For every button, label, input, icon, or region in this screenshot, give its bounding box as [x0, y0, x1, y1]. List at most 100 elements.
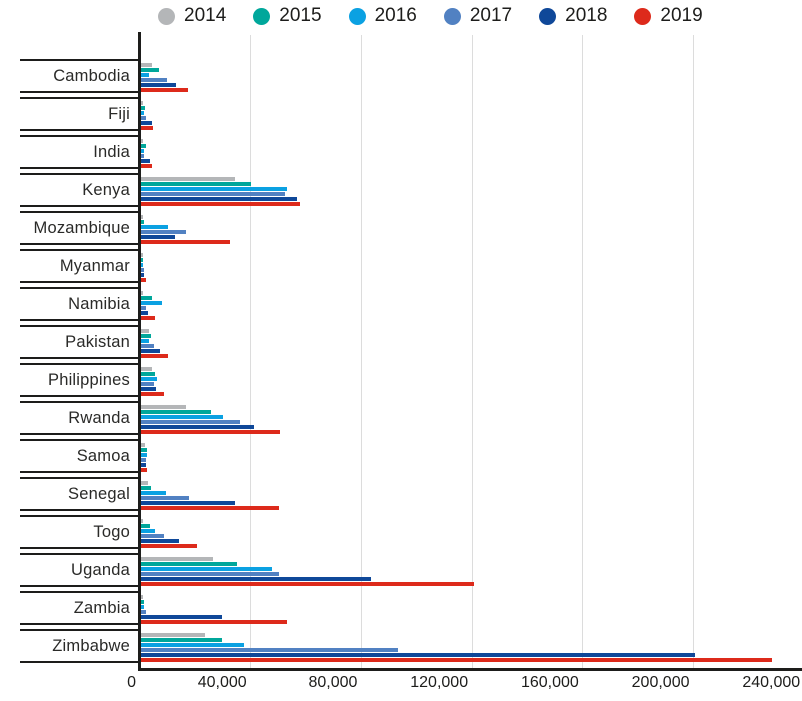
- category-row-senegal: Senegal: [0, 477, 802, 515]
- bar-2015-india: [141, 144, 146, 148]
- bar-2017-india: [141, 154, 145, 158]
- bar-2017-senegal: [141, 496, 190, 500]
- bar-2018-fiji: [141, 121, 152, 125]
- legend-dot-2016: [348, 7, 366, 25]
- category-label-cell: Fiji: [0, 97, 141, 135]
- category-row-uganda: Uganda: [0, 553, 802, 591]
- category-label-cell: Kenya: [0, 173, 141, 211]
- bar-2019-samoa: [141, 468, 147, 472]
- category-row-cambodia: Cambodia: [0, 59, 802, 97]
- bar-2018-togo: [141, 539, 180, 543]
- legend-dot-2017: [443, 7, 461, 25]
- bar-2017-zimbabwe: [141, 648, 398, 652]
- x-tick-label-80000: 80,000: [308, 674, 358, 691]
- bar-2015-myanmar: [141, 258, 143, 262]
- bar-group-fiji: [141, 97, 802, 135]
- bar-group-pakistan: [141, 325, 802, 363]
- bar-2015-kenya: [141, 182, 251, 186]
- bar-2014-kenya: [141, 177, 236, 181]
- category-row-fiji: Fiji: [0, 97, 802, 135]
- gridline-40000: [250, 35, 252, 668]
- bar-2018-myanmar: [141, 273, 145, 277]
- legend-item-2015: 2015: [253, 5, 322, 27]
- category-label-cell: Senegal: [0, 477, 141, 515]
- bar-chart: Cambodia Fiji India Kenya Mozambique Myanmar N…: [0, 32, 802, 701]
- legend-label-2015: 2015: [279, 5, 322, 26]
- bar-2016-senegal: [141, 491, 167, 495]
- bar-2016-samoa: [141, 453, 148, 457]
- x-tick-label-200000: 200,000: [631, 674, 690, 691]
- x-axis-line: [138, 668, 802, 671]
- category-label-fiji: Fiji: [20, 97, 141, 131]
- bar-2017-zambia: [141, 610, 146, 614]
- bar-2018-uganda: [141, 577, 372, 581]
- bar-2016-india: [141, 149, 145, 153]
- bar-2018-zambia: [141, 615, 223, 619]
- bar-2015-togo: [141, 524, 151, 528]
- x-axis-tick-labels: 0 40,000 80,000 120,000 160,000 200,000 240,00…: [0, 674, 802, 698]
- bar-group-philippines: [141, 363, 802, 401]
- bar-2016-pakistan: [141, 339, 149, 343]
- category-label-cell: Zimbabwe: [0, 629, 141, 667]
- category-label-samoa: Samoa: [20, 439, 141, 473]
- bar-2017-pakistan: [141, 344, 155, 348]
- bar-2018-mozambique: [141, 235, 176, 239]
- legend-label-2017: 2017: [469, 5, 513, 26]
- category-label-uganda: Uganda: [20, 553, 141, 587]
- bar-2016-philippines: [141, 377, 157, 381]
- bar-2018-cambodia: [141, 83, 177, 87]
- bar-2015-mozambique: [141, 220, 145, 224]
- bar-2017-mozambique: [141, 230, 187, 234]
- bar-2019-cambodia: [141, 88, 189, 92]
- bar-2018-samoa: [141, 463, 146, 467]
- category-row-mozambique: Mozambique: [0, 211, 802, 249]
- bar-2019-kenya: [141, 202, 300, 206]
- bar-group-togo: [141, 515, 802, 553]
- bar-group-zimbabwe: [141, 629, 802, 667]
- legend-item-2019: 2019: [634, 5, 703, 27]
- bar-2014-india: [141, 139, 143, 143]
- category-label-togo: Togo: [20, 515, 141, 549]
- category-row-zambia: Zambia: [0, 591, 802, 629]
- bar-2016-namibia: [141, 301, 163, 305]
- bar-2016-zambia: [141, 605, 145, 609]
- bar-2018-namibia: [141, 311, 149, 315]
- legend-dot-2014: [158, 7, 175, 25]
- bar-2017-cambodia: [141, 78, 168, 82]
- bar-2019-mozambique: [141, 240, 230, 244]
- legend-item-2016: 2016: [348, 5, 417, 27]
- bar-2017-togo: [141, 534, 165, 538]
- x-tick-label-0: 0: [127, 674, 136, 691]
- bar-2015-philippines: [141, 372, 156, 376]
- legend-label-2016: 2016: [374, 5, 417, 26]
- category-label-pakistan: Pakistan: [20, 325, 141, 359]
- legend-item-2014: 2014: [158, 5, 226, 27]
- category-label-mozambique: Mozambique: [20, 211, 141, 245]
- category-label-senegal: Senegal: [20, 477, 141, 511]
- bar-2018-senegal: [141, 501, 235, 505]
- category-label-cell: Cambodia: [0, 59, 141, 97]
- bar-2017-rwanda: [141, 420, 240, 424]
- bar-2016-uganda: [141, 567, 273, 571]
- bar-2018-india: [141, 159, 150, 163]
- category-label-cell: Uganda: [0, 553, 141, 591]
- bar-2016-cambodia: [141, 73, 150, 77]
- bar-2018-zimbabwe: [141, 653, 696, 657]
- bar-group-namibia: [141, 287, 802, 325]
- gridline-120000: [471, 35, 473, 668]
- category-row-philippines: Philippines: [0, 363, 802, 401]
- legend-label-2018: 2018: [565, 5, 608, 26]
- legend-item-2017: 2017: [443, 5, 513, 27]
- bar-2014-fiji: [141, 101, 143, 105]
- category-label-cell: Namibia: [0, 287, 141, 325]
- bar-2015-fiji: [141, 106, 145, 110]
- bar-2019-philippines: [141, 392, 165, 396]
- category-row-pakistan: Pakistan: [0, 325, 802, 363]
- category-label-india: India: [20, 135, 141, 169]
- category-row-india: India: [0, 135, 802, 173]
- category-row-kenya: Kenya: [0, 173, 802, 211]
- bar-rows: Cambodia Fiji India Kenya Mozambique Myanmar N…: [0, 59, 802, 667]
- bar-group-senegal: [141, 477, 802, 515]
- bar-2014-mozambique: [141, 215, 143, 219]
